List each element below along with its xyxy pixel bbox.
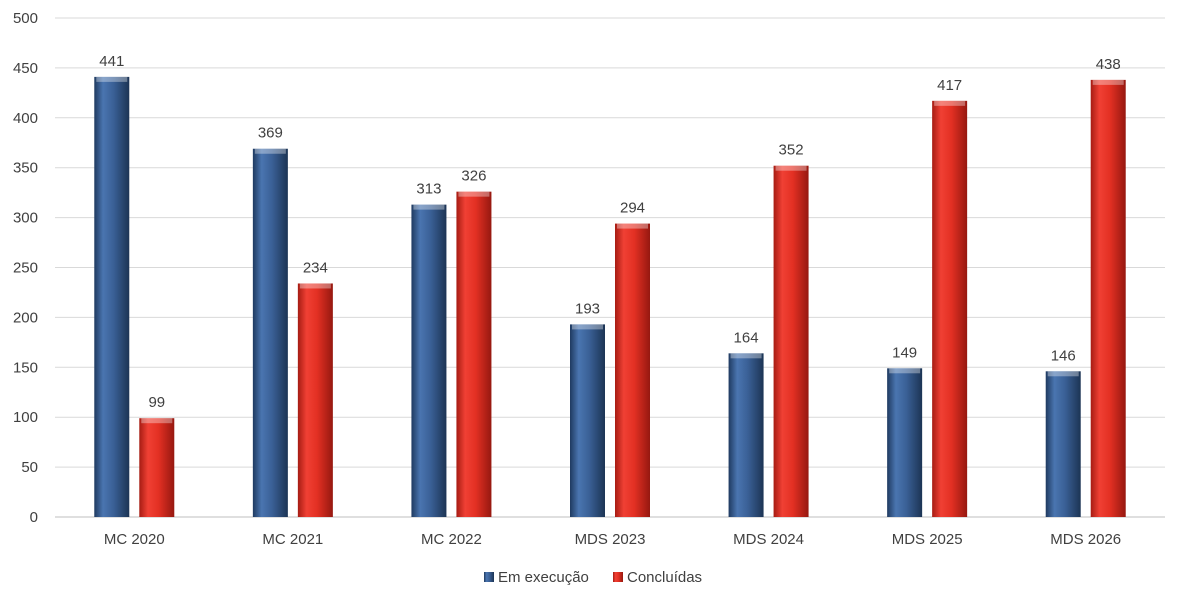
legend-swatch — [613, 572, 623, 582]
bar-bevel — [413, 204, 445, 210]
bar-body — [570, 324, 605, 517]
y-tick-label: 450 — [13, 60, 38, 77]
bar — [411, 204, 447, 517]
data-label: 417 — [937, 77, 962, 94]
bar-bevel — [1092, 79, 1124, 85]
bar-bevel — [934, 100, 966, 106]
bar — [252, 148, 288, 517]
y-tick-label: 250 — [13, 260, 38, 277]
bar — [615, 223, 650, 517]
bar — [456, 191, 492, 518]
data-label: 99 — [148, 394, 165, 411]
data-label: 294 — [620, 200, 645, 217]
data-label: 441 — [99, 53, 124, 70]
data-label: 234 — [303, 259, 328, 276]
bar-bevel — [889, 368, 921, 374]
bar-body — [932, 100, 968, 518]
y-tick-label: 150 — [13, 359, 38, 376]
category-label: MDS 2026 — [1050, 531, 1121, 548]
data-label: 352 — [779, 142, 804, 159]
data-label: 313 — [416, 181, 441, 198]
bar-body — [297, 283, 333, 517]
y-tick-label: 400 — [13, 110, 38, 127]
bar — [887, 368, 923, 517]
bar-bevel — [730, 353, 762, 359]
category-label: MC 2020 — [104, 531, 165, 548]
data-label: 149 — [892, 344, 917, 361]
bar-bevel — [458, 191, 490, 197]
legend: Em execução Concluídas — [484, 569, 702, 586]
y-tick-label: 100 — [13, 409, 38, 426]
x-axis-category-labels: MC 2020 MC 2021 MC 2022 MDS 2023 MDS 2024 MDS… — [104, 531, 1121, 548]
bar-body — [887, 368, 923, 517]
category-label: MDS 2025 — [892, 531, 963, 548]
y-tick-label: 50 — [21, 459, 38, 476]
legend-label: Em execução — [498, 569, 589, 586]
y-axis-tick-labels: 0 50 100 150 200 250 300 350 400 450 500 — [13, 10, 38, 526]
bar-body — [252, 148, 288, 517]
gridlines — [55, 17, 1165, 518]
bar — [1090, 79, 1126, 517]
bar-bevel — [299, 283, 331, 289]
bar-body — [728, 353, 764, 517]
data-label: 164 — [734, 329, 759, 346]
bar-body — [615, 223, 650, 517]
bar-body — [1090, 79, 1126, 517]
y-tick-label: 500 — [13, 10, 38, 27]
bar-body — [94, 76, 130, 517]
legend-swatch — [484, 572, 494, 582]
bar-bevel — [141, 418, 173, 424]
category-label: MC 2021 — [262, 531, 323, 548]
bar — [773, 165, 809, 518]
legend-item: Concluídas — [613, 569, 702, 586]
bar-bevel — [254, 148, 286, 154]
data-labels: 441 99 369 234 313 326 193 294 164 352 149 417 146 43… — [99, 53, 1120, 411]
category-label: MDS 2023 — [575, 531, 646, 548]
bar-body — [139, 418, 175, 517]
bar-bevel — [1047, 371, 1079, 377]
category-label: MDS 2024 — [733, 531, 804, 548]
data-label: 369 — [258, 125, 283, 142]
legend-label: Concluídas — [627, 569, 702, 586]
y-tick-label: 350 — [13, 160, 38, 177]
data-label: 326 — [461, 168, 486, 185]
y-tick-label: 300 — [13, 210, 38, 227]
bar — [1045, 371, 1081, 517]
data-label: 146 — [1051, 347, 1076, 364]
bar-bevel — [617, 223, 648, 229]
bar — [932, 100, 968, 518]
bar-body — [456, 191, 492, 518]
bar — [728, 353, 764, 517]
y-tick-label: 0 — [30, 509, 38, 526]
bar — [94, 76, 130, 517]
bar — [297, 283, 333, 517]
bar-body — [411, 204, 447, 517]
bars — [94, 76, 1126, 518]
data-label: 193 — [575, 300, 600, 317]
data-label: 438 — [1096, 56, 1121, 73]
bar — [139, 418, 175, 517]
bar — [570, 324, 605, 517]
bar-bevel — [572, 324, 603, 330]
bar-bevel — [96, 76, 128, 82]
bar-body — [1045, 371, 1081, 517]
bar-bevel — [775, 165, 807, 171]
legend-item: Em execução — [484, 569, 589, 586]
bar-body — [773, 165, 809, 518]
y-tick-label: 200 — [13, 309, 38, 326]
category-label: MC 2022 — [421, 531, 482, 548]
